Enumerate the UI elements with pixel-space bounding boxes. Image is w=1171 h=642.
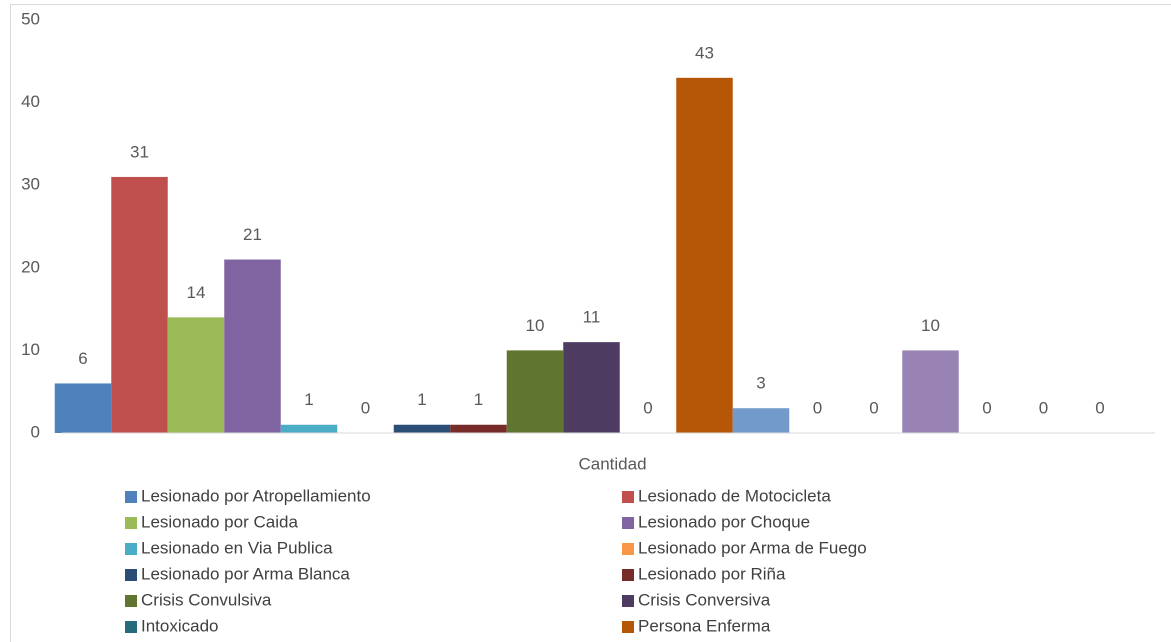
data-label: 43 (695, 43, 714, 62)
bar (393, 424, 451, 433)
data-label: 0 (813, 398, 822, 417)
legend-label: Lesionado por Caida (141, 512, 298, 531)
chart-border (10, 4, 1171, 642)
bar (224, 259, 281, 433)
bar (902, 350, 959, 433)
legend-label: Lesionado por Atropellamiento (141, 486, 371, 505)
x-tick-label: Cantidad (578, 454, 646, 473)
legend-swatch (622, 491, 634, 503)
legend-swatch (622, 595, 634, 607)
legend-swatch (125, 543, 137, 555)
legend-label: Intoxicado (141, 616, 219, 635)
legend-label: Lesionado por Riña (638, 564, 786, 583)
data-label: 0 (869, 398, 878, 417)
data-label: 0 (1039, 398, 1048, 417)
legend-swatch (125, 621, 137, 633)
legend-swatch (125, 517, 137, 529)
legend-label: Lesionado en Via Publica (141, 538, 333, 557)
legend-swatch (622, 621, 634, 633)
legend-swatch (622, 569, 634, 581)
data-label: 3 (756, 374, 765, 393)
legend-label: Lesionado por Arma Blanca (141, 564, 350, 583)
bar (506, 350, 564, 433)
data-label: 1 (304, 390, 313, 409)
bar (280, 424, 338, 433)
data-label: 0 (982, 398, 991, 417)
data-label: 0 (1095, 398, 1104, 417)
y-tick-label: 0 (31, 422, 40, 441)
legend-swatch (125, 491, 137, 503)
bar (167, 317, 225, 433)
y-tick-label: 50 (21, 9, 40, 28)
y-tick-label: 40 (21, 92, 40, 111)
data-label: 10 (921, 316, 940, 335)
data-label: 14 (187, 283, 206, 302)
data-label: 0 (643, 398, 652, 417)
y-tick-label: 20 (21, 257, 40, 276)
bar (732, 408, 790, 433)
data-label: 1 (417, 390, 426, 409)
legend-swatch (125, 595, 137, 607)
bar (676, 77, 733, 433)
data-label: 11 (583, 308, 601, 327)
data-label: 10 (526, 316, 545, 335)
legend-label: Lesionado por Choque (638, 512, 810, 531)
data-label: 31 (130, 142, 149, 161)
data-label: 0 (361, 398, 370, 417)
y-tick-label: 30 (21, 175, 40, 194)
legend-label: Crisis Convulsiva (141, 590, 272, 609)
data-label: 6 (78, 349, 87, 368)
bar (54, 383, 112, 433)
legend-swatch (622, 543, 634, 555)
data-label: 1 (474, 390, 483, 409)
legend-swatch (622, 517, 634, 529)
legend-label: Lesionado de Motocicleta (638, 486, 831, 505)
y-tick-label: 10 (21, 340, 40, 359)
legend-label: Crisis Conversiva (638, 590, 771, 609)
legend-label: Lesionado por Arma de Fuego (638, 538, 867, 557)
legend-swatch (125, 569, 137, 581)
bar (563, 342, 620, 433)
legend-label: Persona Enferma (638, 616, 771, 635)
data-label: 21 (243, 225, 262, 244)
bar (450, 424, 507, 433)
bar (111, 176, 168, 433)
